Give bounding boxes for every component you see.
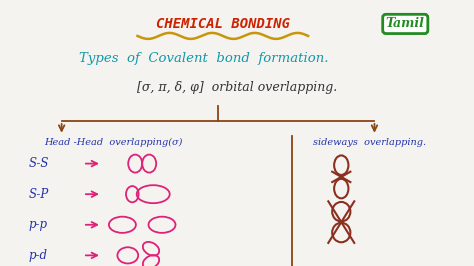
Text: S-S: S-S <box>28 157 49 170</box>
Text: p-d: p-d <box>28 249 47 262</box>
Text: S-P: S-P <box>28 188 49 201</box>
Text: p-p: p-p <box>28 218 47 231</box>
Text: Tamil: Tamil <box>386 18 425 30</box>
Text: sideways  overlapping.: sideways overlapping. <box>313 138 426 147</box>
Text: Head -Head  overlapping(σ): Head -Head overlapping(σ) <box>45 138 183 147</box>
Text: CHEMICAL BONDING: CHEMICAL BONDING <box>156 17 290 31</box>
Text: Types  of  Covalent  bond  formation.: Types of Covalent bond formation. <box>79 52 328 65</box>
Text: [σ, π, δ, φ]  orbital overlapping.: [σ, π, δ, φ] orbital overlapping. <box>137 81 337 94</box>
